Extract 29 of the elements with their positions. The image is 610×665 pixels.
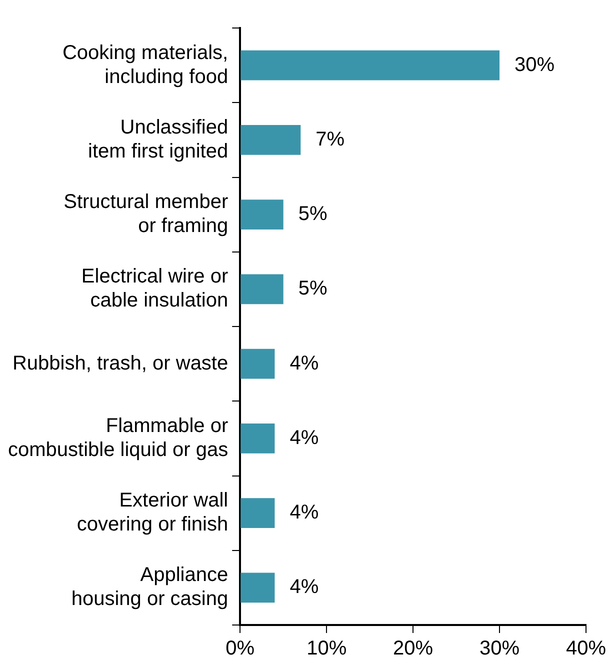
y-tick-label: Exterior wall covering or finish	[76, 490, 228, 536]
x-tick-label: 0%	[226, 638, 255, 660]
y-tick-label: Cooking materials, including food	[62, 42, 228, 88]
bar	[240, 125, 301, 155]
data-label: 4%	[290, 502, 319, 524]
data-label: 5%	[298, 278, 328, 300]
data-label: 7%	[316, 128, 345, 150]
bar	[240, 498, 275, 528]
bar	[240, 348, 275, 379]
data-label: 30%	[514, 54, 555, 76]
bar	[240, 572, 275, 603]
y-tick-label: Appliance housing or casing	[71, 564, 228, 610]
bar	[240, 274, 284, 304]
y-tick-label: Rubbish, trash, or waste	[12, 352, 228, 374]
y-tick-label: Flammable or combustible liquid or gas	[8, 414, 228, 461]
data-label: 4%	[290, 426, 319, 449]
x-tick-label: 10%	[306, 638, 347, 660]
bar	[240, 50, 500, 80]
data-label: 4%	[290, 576, 319, 598]
data-label: 5%	[298, 203, 328, 226]
data-label: 4%	[290, 352, 319, 374]
bar	[240, 200, 284, 230]
x-tick-label: 30%	[480, 638, 520, 660]
x-tick-label: 20%	[393, 638, 434, 660]
bar	[240, 424, 275, 454]
y-tick-label: Unclassified item first ignited	[88, 116, 228, 162]
x-tick-label: 40%	[566, 638, 606, 660]
y-tick-label: Electrical wire or cable insulation	[81, 266, 228, 312]
y-tick-label: Structural member or framing	[64, 191, 228, 238]
